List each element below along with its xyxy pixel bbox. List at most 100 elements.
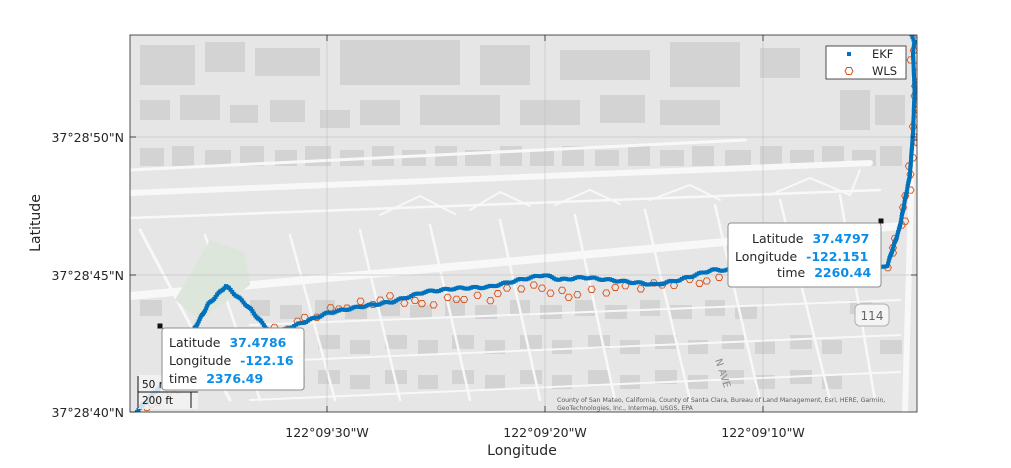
ekf-point (911, 69, 916, 74)
ekf-point (451, 287, 456, 292)
ekf-point (911, 123, 916, 128)
ekf-point (490, 283, 495, 288)
ekf-point (479, 286, 484, 291)
ekf-point (722, 268, 727, 273)
attribution-line-1: County of San Mateo, California, County … (557, 397, 885, 404)
ekf-point (908, 161, 913, 166)
ekf-point (910, 141, 915, 146)
ekf-point (411, 292, 416, 297)
wls-point (564, 293, 573, 301)
ekf-point (394, 298, 399, 303)
y-tick-label: 37°28'50"N (51, 130, 124, 145)
ekf-point (213, 294, 218, 299)
ekf-point (351, 305, 356, 310)
ekf-point (629, 281, 634, 286)
ekf-point (341, 307, 346, 312)
svg-text:Latitude 37.4797: Latitude 37.4797 (752, 231, 869, 246)
wls-point (356, 297, 365, 305)
ekf-point (230, 290, 235, 294)
wls-point (493, 290, 502, 298)
wls-point (417, 300, 427, 308)
ekf-point (608, 277, 612, 282)
x-tick-label: 122°09'10"W (721, 425, 804, 440)
ekf-point (586, 276, 591, 281)
ekf-point (716, 267, 721, 272)
ekf-point (375, 302, 380, 307)
legend[interactable]: EKF WLS (825, 45, 907, 80)
datatip-lat-value: 37.4797 (812, 231, 869, 246)
ekf-point (528, 275, 533, 280)
ekf-point (907, 174, 912, 179)
ekf-point (610, 278, 615, 282)
ekf-point (662, 281, 667, 286)
ekf-point (426, 288, 431, 293)
ekf-point (911, 126, 916, 131)
datatip-lon-value: -122.16 (240, 353, 294, 368)
ekf-point (642, 282, 647, 287)
ekf-point (568, 277, 573, 282)
datatip-east[interactable]: Latitude 37.4797 Longitude -122.151 time… (727, 218, 884, 288)
ekf-point (890, 247, 895, 252)
ekf-point (481, 285, 486, 290)
ekf-point (132, 412, 136, 416)
ekf-point (409, 294, 414, 298)
y-tick-label: 37°28'40"N (51, 405, 124, 420)
ekf-point (911, 129, 916, 134)
ekf-point (909, 156, 914, 161)
ekf-point (898, 220, 903, 225)
ekf-point (612, 278, 617, 283)
wls-point (914, 35, 917, 39)
ekf-point (432, 289, 437, 294)
ekf-point (557, 277, 562, 282)
ekf-point (701, 270, 706, 275)
ekf-point (895, 232, 900, 237)
ekf-point (718, 268, 723, 273)
axes-frame (129, 34, 918, 413)
ekf-point (616, 279, 621, 284)
datatip-west[interactable]: Latitude 37.4786 Longitude -122.16 time … (157, 323, 305, 391)
ekf-point (594, 276, 599, 281)
ekf-point (912, 82, 917, 87)
ekf-point (400, 296, 405, 301)
ekf-point (675, 279, 680, 283)
ekf-point (625, 279, 630, 284)
svg-text:time 2260.44: time 2260.44 (777, 265, 871, 280)
ekf-point (196, 319, 201, 324)
wls-point (473, 291, 482, 299)
ekf-point (575, 275, 580, 280)
ekf-point (707, 269, 712, 274)
ekf-point (488, 283, 493, 288)
ekf-point (901, 207, 906, 212)
ekf-point (573, 276, 578, 281)
wls-point (452, 295, 461, 303)
ekf-point (645, 282, 649, 287)
ekf-point (699, 270, 703, 275)
ekf-point (330, 310, 335, 315)
ekf-point (197, 316, 202, 321)
scale-bar-imperial: 200 ft (142, 395, 173, 407)
ekf-point (614, 279, 619, 284)
ekf-point (430, 288, 435, 293)
ekf-point (332, 310, 337, 315)
ekf-point (364, 303, 369, 308)
x-tick-label: 122°09'20"W (503, 425, 586, 440)
ekf-point (475, 285, 480, 290)
ekf-point (241, 300, 246, 305)
ekf-point (398, 296, 403, 301)
ekf-point (449, 287, 454, 292)
y-axis-title: Latitude (28, 194, 44, 252)
ekf-point (343, 307, 348, 312)
ekf-point (911, 107, 916, 112)
ekf-point (899, 217, 904, 222)
ekf-point (709, 267, 714, 272)
ekf-point (250, 309, 255, 314)
ekf-point (640, 281, 645, 286)
ekf-point (228, 287, 233, 292)
ekf-point (905, 187, 910, 192)
ekf-point (694, 272, 699, 277)
ekf-point (413, 291, 418, 296)
legend-wls-label: WLS (872, 64, 897, 78)
legend-ekf-marker (847, 52, 851, 56)
datatip-lat-value: 37.4786 (229, 335, 286, 350)
